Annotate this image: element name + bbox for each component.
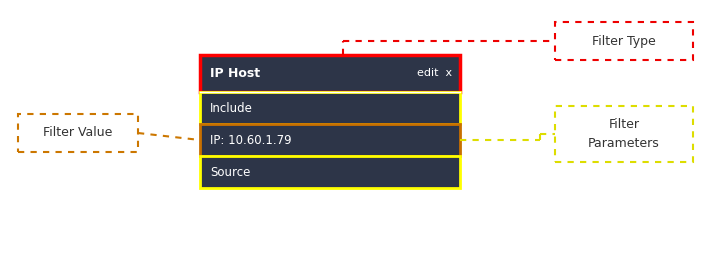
Text: IP: 10.60.1.79: IP: 10.60.1.79 [210, 133, 292, 147]
Text: Source: Source [210, 166, 251, 178]
Text: Filter Value: Filter Value [43, 127, 113, 140]
Text: Filter
Parameters: Filter Parameters [588, 118, 660, 150]
Bar [555, 106, 693, 162]
Bar [555, 22, 693, 60]
Bar [18, 114, 138, 152]
Bar [200, 55, 460, 92]
Text: IP Host: IP Host [210, 67, 260, 80]
Text: Filter Type: Filter Type [592, 35, 656, 48]
Text: Include: Include [210, 102, 253, 114]
Text: edit  x: edit x [417, 69, 452, 79]
Bar [200, 156, 460, 188]
Bar [200, 92, 460, 124]
Bar [200, 124, 460, 156]
